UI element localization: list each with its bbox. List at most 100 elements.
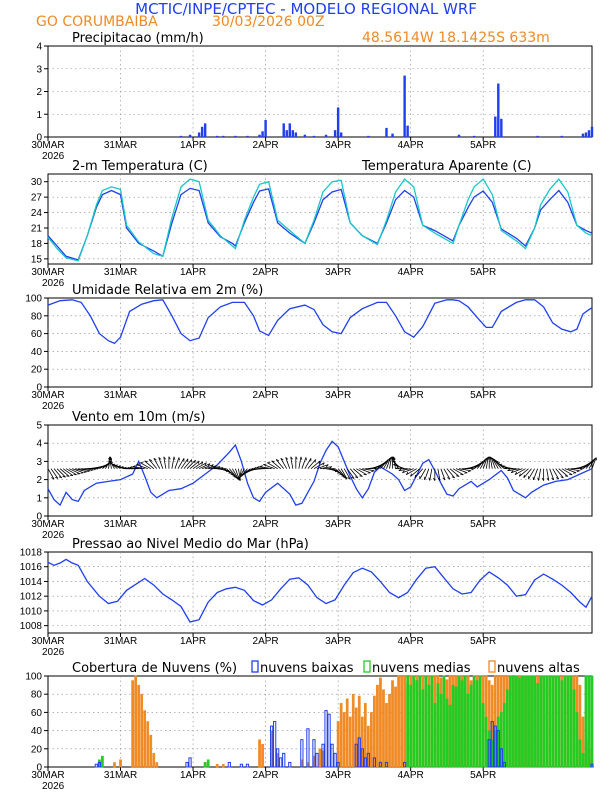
cloud-bar (563, 675, 567, 768)
legend-swatch (488, 660, 496, 673)
x-tick-label: 31MAR (104, 519, 137, 530)
wind-arrow (533, 468, 538, 481)
cloud-bar (370, 712, 373, 768)
wind-arrow (81, 468, 94, 471)
y-tick-label: 60 (31, 708, 43, 719)
series-line (47, 558, 593, 623)
cloud-bar (306, 728, 310, 768)
wind-arrow (429, 468, 433, 481)
wind-arrow (226, 468, 236, 477)
wind-arrow-head (247, 468, 251, 472)
wind-arrow (56, 468, 66, 478)
cloud-bar (499, 748, 503, 768)
wind-arrow-head (93, 468, 97, 471)
cloud-bar (415, 680, 419, 768)
cloud-bar (333, 752, 337, 768)
wind-arrow (290, 456, 294, 469)
x-tick-label: 2APR (253, 390, 279, 401)
wind-arrow-head (325, 464, 329, 468)
header-coords: 48.5614W 18.1425S 633m (362, 30, 550, 46)
x-tick-label: 4APR (398, 519, 424, 530)
cloud-bar (227, 761, 231, 768)
series-line (47, 299, 593, 345)
cloud-bar (270, 725, 274, 768)
cloud-bar (221, 764, 225, 768)
cloud-bar (424, 675, 428, 768)
y-tick-label: 1014 (20, 577, 43, 588)
x-tick-label: 2APR (253, 636, 279, 647)
cloud-bar (339, 703, 343, 768)
wind-arrow-head (51, 477, 55, 480)
precip-bar (333, 130, 337, 137)
wind-arrow-head (392, 457, 396, 461)
wind-arrow (585, 459, 594, 469)
cloud-bar (506, 689, 509, 768)
wind-arrow (186, 459, 196, 469)
wind-arrow (304, 458, 312, 469)
cloud-bar (539, 675, 542, 768)
wind-arrow (523, 468, 532, 479)
cloud-bar (324, 710, 328, 768)
wind-arrow (519, 468, 529, 477)
wind-arrow (393, 464, 405, 470)
cloud-bar (140, 693, 144, 768)
wind-arrow-head (510, 470, 514, 474)
x-tick-label: 1APR (180, 519, 206, 530)
header-run: 30/03/2026 00Z (212, 14, 325, 30)
cloud-bar (442, 675, 446, 768)
wind-arrow-head (428, 477, 431, 481)
cloud-bar (481, 703, 485, 768)
cloud-bar (469, 684, 473, 768)
wind-arrow-head (250, 467, 254, 471)
wind-arrow-head (493, 459, 497, 461)
cloud-bar (536, 683, 539, 768)
cloud-bar (312, 739, 316, 768)
wind-arrow (362, 468, 375, 472)
wind-arrow-head (275, 459, 279, 461)
wind-arrow (205, 465, 217, 470)
cloud-bar (336, 761, 340, 768)
wind-arrow-head (560, 476, 564, 479)
wind-arrow-head (55, 476, 59, 479)
cloud-bar (363, 757, 367, 768)
wind-arrow-head (290, 456, 293, 460)
x-tick-label: 2APR (253, 519, 279, 530)
y-tick-label: 3 (36, 64, 42, 75)
wind-arrow-head (351, 476, 355, 479)
wind-arrow-head (120, 466, 124, 469)
precip-bar (587, 130, 591, 137)
precip-bar (288, 123, 291, 137)
cloud-bar (551, 675, 555, 768)
x-year-label: 2026 (42, 278, 65, 289)
y-tick-label: 0 (36, 383, 42, 394)
cloud-bar (360, 748, 364, 768)
x-tick-label: 31MAR (104, 636, 137, 647)
wind-arrow (211, 467, 224, 470)
precip-bar (234, 135, 237, 137)
wind-arrow-head (242, 471, 246, 475)
wind-arrow (546, 468, 550, 481)
wind-arrow (50, 468, 59, 479)
cloud-bar (300, 739, 304, 768)
wind-arrow-head (204, 462, 207, 466)
cloud-bar (149, 734, 153, 768)
precip-bar (457, 134, 461, 137)
wind-arrow (349, 468, 359, 479)
x-tick-label: 3APR (325, 267, 351, 278)
cloud-bar (524, 675, 527, 768)
y-tick-label: 30 (31, 177, 43, 188)
x-tick-label: 5APR (470, 636, 496, 647)
wind-arrow (528, 468, 535, 480)
x-tick-label: 2APR (253, 770, 279, 781)
wind-arrow-head (537, 477, 539, 481)
precip-bar (590, 126, 594, 137)
x-year-label: 2026 (42, 647, 65, 658)
wind-arrow-head (108, 460, 112, 462)
panel-temp: 30MAR 31MAR 1APR 2APR 3APR 4APR 5APR 2026 15 18 21… (31, 159, 593, 289)
cloud-bar (493, 725, 497, 768)
wind-arrow (192, 461, 204, 470)
wind-arrow (383, 458, 390, 469)
cloud-bar (336, 721, 340, 768)
panel-title: Vento em 10m (m/s) (72, 410, 205, 425)
y-tick-label: 60 (31, 329, 43, 340)
